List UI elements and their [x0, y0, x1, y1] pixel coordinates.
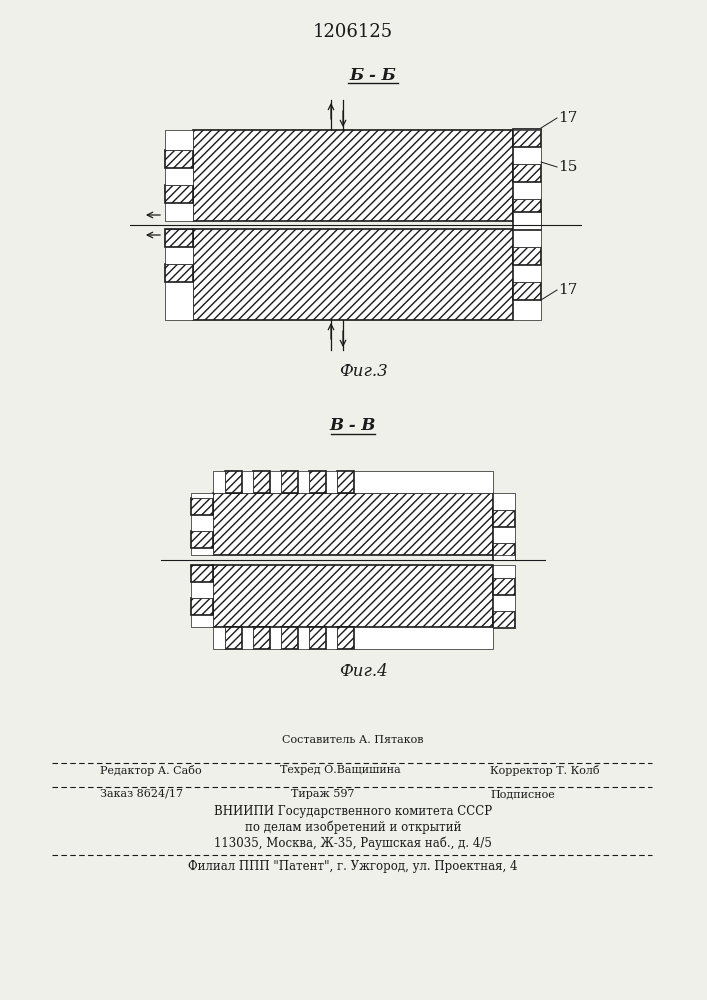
Polygon shape	[493, 493, 515, 510]
Polygon shape	[298, 627, 309, 649]
Text: Составитель А. Пятаков: Составитель А. Пятаков	[282, 735, 423, 745]
Text: Б - Б: Б - Б	[349, 66, 397, 84]
Polygon shape	[493, 543, 515, 560]
Polygon shape	[326, 627, 337, 649]
Polygon shape	[242, 471, 253, 493]
Polygon shape	[281, 627, 298, 649]
Text: Редактор А. Сабо: Редактор А. Сабо	[100, 765, 201, 776]
Polygon shape	[281, 471, 298, 493]
Polygon shape	[191, 498, 213, 515]
Polygon shape	[493, 611, 515, 628]
Polygon shape	[513, 230, 541, 247]
Polygon shape	[191, 598, 213, 615]
Polygon shape	[193, 130, 513, 221]
Polygon shape	[513, 212, 541, 229]
Polygon shape	[253, 471, 270, 493]
Polygon shape	[165, 264, 193, 282]
Polygon shape	[513, 282, 541, 300]
Text: Фиг.3: Фиг.3	[339, 363, 387, 380]
Polygon shape	[242, 627, 253, 649]
Polygon shape	[191, 615, 213, 627]
Polygon shape	[493, 595, 515, 611]
Polygon shape	[270, 471, 281, 493]
Text: 17: 17	[558, 283, 578, 297]
Text: по делам изобретений и открытий: по делам изобретений и открытий	[245, 821, 461, 834]
Text: 1206125: 1206125	[313, 23, 393, 41]
Polygon shape	[193, 229, 513, 320]
Polygon shape	[165, 247, 193, 264]
Polygon shape	[213, 493, 493, 555]
Text: В - В: В - В	[329, 418, 376, 434]
Polygon shape	[165, 185, 193, 203]
Text: Заказ 8624/17: Заказ 8624/17	[100, 789, 183, 799]
Polygon shape	[298, 471, 309, 493]
Polygon shape	[191, 515, 213, 531]
Text: Тираж 597: Тираж 597	[291, 789, 355, 799]
Polygon shape	[309, 471, 326, 493]
Polygon shape	[165, 130, 193, 150]
Polygon shape	[354, 471, 493, 493]
Polygon shape	[213, 565, 493, 627]
Polygon shape	[191, 531, 213, 548]
Polygon shape	[225, 627, 242, 649]
Polygon shape	[513, 129, 541, 130]
Polygon shape	[165, 150, 193, 168]
Polygon shape	[493, 565, 515, 578]
Polygon shape	[513, 265, 541, 282]
Text: Корректор Т. Колб: Корректор Т. Колб	[490, 765, 600, 776]
Polygon shape	[165, 282, 193, 320]
Polygon shape	[165, 203, 193, 221]
Polygon shape	[513, 247, 541, 265]
Text: 113035, Москва, Ж-35, Раушская наб., д. 4/5: 113035, Москва, Ж-35, Раушская наб., д. …	[214, 837, 492, 850]
Polygon shape	[191, 548, 213, 555]
Text: 15: 15	[558, 160, 578, 174]
Text: Подписное: Подписное	[490, 789, 555, 799]
Polygon shape	[213, 471, 225, 493]
Text: Фиг.4: Фиг.4	[339, 662, 387, 680]
Polygon shape	[191, 582, 213, 598]
Polygon shape	[225, 471, 242, 493]
Text: 17: 17	[558, 111, 578, 125]
Polygon shape	[253, 627, 270, 649]
Text: Филиал ППП "Патент", г. Ужгород, ул. Проектная, 4: Филиал ППП "Патент", г. Ужгород, ул. Про…	[188, 860, 518, 873]
Polygon shape	[270, 627, 281, 649]
Polygon shape	[165, 168, 193, 185]
Polygon shape	[337, 627, 354, 649]
Polygon shape	[493, 578, 515, 595]
Polygon shape	[493, 527, 515, 543]
Polygon shape	[493, 627, 515, 628]
Polygon shape	[513, 199, 541, 217]
Polygon shape	[326, 471, 337, 493]
Polygon shape	[191, 565, 213, 582]
Polygon shape	[493, 555, 515, 560]
Polygon shape	[513, 129, 541, 147]
Polygon shape	[191, 493, 213, 498]
Polygon shape	[513, 182, 541, 199]
Text: Техред О.Ващишина: Техред О.Ващишина	[280, 765, 401, 775]
Text: ВНИИПИ Государственного комитета СССР: ВНИИПИ Государственного комитета СССР	[214, 805, 492, 818]
Polygon shape	[513, 300, 541, 320]
Polygon shape	[493, 510, 515, 527]
Polygon shape	[309, 627, 326, 649]
Polygon shape	[354, 627, 493, 649]
Polygon shape	[513, 147, 541, 164]
Polygon shape	[165, 229, 193, 247]
Polygon shape	[513, 212, 541, 230]
Polygon shape	[513, 217, 541, 221]
Polygon shape	[213, 627, 225, 649]
Polygon shape	[513, 164, 541, 182]
Polygon shape	[337, 471, 354, 493]
